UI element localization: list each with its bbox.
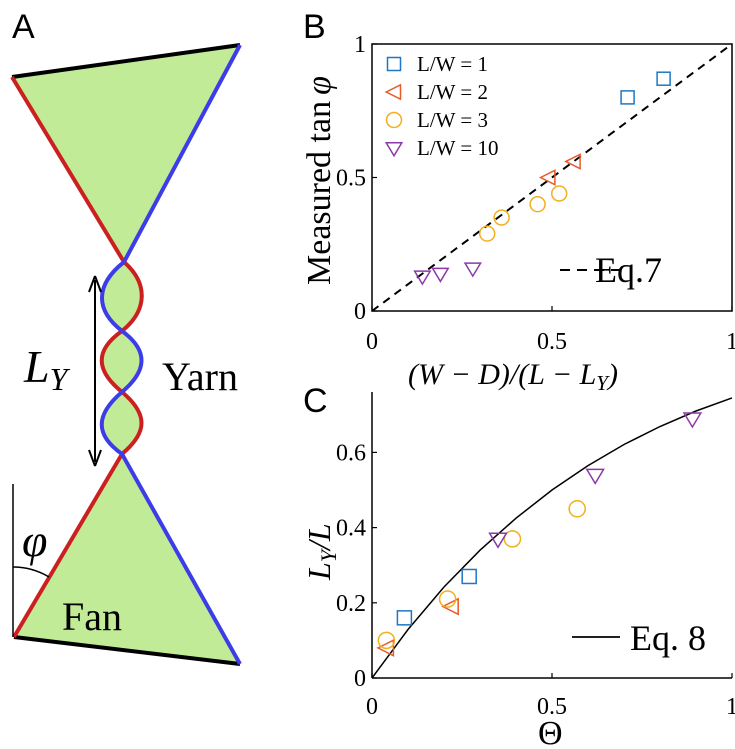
panel-c-xlabel: Θ bbox=[538, 715, 563, 749]
eq7-line bbox=[371, 43, 733, 312]
blue-thread bbox=[99, 44, 242, 665]
y-tick-label: 0 bbox=[354, 299, 366, 325]
y-tick-label: 1 bbox=[354, 32, 366, 58]
yarn-label: Yarn bbox=[162, 354, 238, 399]
panel-b-eq7-line bbox=[371, 43, 733, 312]
data-point bbox=[413, 270, 432, 286]
panel-b-xlabel: (W − D)/(L − LY) bbox=[408, 358, 618, 395]
data-point bbox=[396, 610, 413, 626]
data-point bbox=[503, 530, 522, 548]
panel-b-ticks: 0 0.5 1 0 0.5 1 bbox=[336, 32, 735, 355]
data-point bbox=[463, 262, 482, 278]
x-tick-label: 0 bbox=[366, 329, 378, 355]
panel-b-eq7-label: Eq.7 bbox=[595, 250, 662, 290]
ly-arrow bbox=[88, 275, 102, 467]
panel-b-legend: L/W = 1 L/W = 2 L/W = 3 L/W = 10 bbox=[384, 52, 498, 160]
data-point bbox=[585, 468, 605, 485]
panel-c-ylabel: LY/L bbox=[301, 523, 341, 581]
data-point bbox=[377, 631, 396, 650]
data-point bbox=[538, 169, 556, 186]
legend-label: L/W = 2 bbox=[417, 80, 488, 104]
legend-marker bbox=[386, 56, 402, 72]
y-tick-label: 0.6 bbox=[336, 440, 366, 466]
top-edge bbox=[11, 43, 241, 79]
panel-c: C 0 0.5 1 0 0.2 0.4 0.6 Eq. 8 LY/L Θ bbox=[301, 382, 735, 749]
data-point bbox=[438, 590, 457, 608]
y-tick-label: 0.5 bbox=[336, 166, 366, 192]
red-thread bbox=[10, 75, 144, 639]
panel-c-letter: C bbox=[303, 382, 328, 420]
panel-b-letter: B bbox=[303, 8, 326, 46]
panel-a-letter: A bbox=[12, 8, 35, 46]
data-point bbox=[568, 500, 587, 518]
panel-b: B 0 0.5 100.51 L/W = 1L/W = 2L/W = 3L/W = … bbox=[301, 8, 735, 395]
panel-a: A LY Yarn φ Fan bbox=[10, 8, 242, 666]
legend-label: L/W = 3 bbox=[417, 108, 488, 132]
data-point bbox=[564, 153, 581, 170]
x-tick-label: 1 bbox=[726, 329, 735, 355]
panel-c-eq8-label: Eq. 8 bbox=[630, 618, 706, 658]
panel-c-eq8-curve bbox=[371, 397, 733, 679]
x-tick-label: 0 bbox=[366, 694, 378, 720]
x-tick-label: 0.5 bbox=[537, 694, 567, 720]
phi-arc bbox=[12, 566, 50, 578]
fan-label: Fan bbox=[62, 594, 122, 639]
y-tick-label: 0.4 bbox=[336, 516, 366, 542]
legend-label: L/W = 1 bbox=[417, 52, 488, 76]
bottom-fan-fill bbox=[14, 454, 240, 664]
data-point bbox=[461, 568, 477, 585]
data-point bbox=[656, 71, 671, 86]
data-point bbox=[620, 90, 635, 105]
ly-label: LY bbox=[23, 341, 71, 397]
top-fan-fill bbox=[12, 45, 240, 262]
bottom-edge bbox=[13, 635, 241, 666]
panel-c-ticks: 0 0.5 1 0 0.2 0.4 0.6 bbox=[336, 440, 735, 720]
data-point bbox=[488, 532, 508, 549]
data-point bbox=[529, 195, 546, 213]
legend-marker bbox=[384, 142, 404, 158]
data-point bbox=[682, 412, 703, 429]
yarn-fill bbox=[101, 262, 142, 454]
data-point bbox=[478, 225, 496, 242]
y-tick-label: 0.2 bbox=[336, 591, 366, 617]
x-tick-label: 1 bbox=[726, 694, 735, 720]
legend-marker bbox=[384, 83, 402, 101]
y-tick-label: 0 bbox=[354, 666, 366, 692]
eq8-curve bbox=[371, 397, 733, 679]
phi-label: φ bbox=[22, 515, 47, 566]
panel-b-ylabel: Measured tanφ bbox=[301, 76, 338, 285]
legend-label: L/W = 10 bbox=[417, 136, 498, 160]
panel-b-points bbox=[413, 71, 671, 286]
data-point bbox=[441, 597, 459, 616]
data-point bbox=[376, 639, 395, 657]
data-point bbox=[493, 209, 510, 226]
panel-c-points bbox=[376, 412, 703, 657]
x-tick-label: 0.5 bbox=[537, 329, 567, 355]
data-point bbox=[550, 185, 568, 202]
data-point bbox=[431, 267, 450, 283]
legend-marker bbox=[385, 111, 403, 129]
